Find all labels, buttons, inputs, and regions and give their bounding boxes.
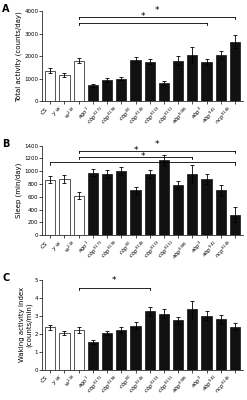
- Bar: [116, 171, 126, 235]
- Text: B: B: [2, 138, 10, 148]
- Bar: [202, 316, 212, 370]
- Bar: [202, 179, 212, 235]
- Bar: [130, 190, 141, 235]
- Bar: [59, 179, 70, 235]
- Bar: [145, 174, 155, 235]
- Bar: [45, 328, 55, 370]
- Bar: [88, 85, 98, 101]
- Bar: [130, 326, 141, 370]
- Bar: [216, 319, 226, 370]
- Bar: [159, 83, 169, 101]
- Bar: [173, 185, 183, 235]
- Bar: [74, 61, 84, 101]
- Text: *: *: [140, 12, 145, 21]
- Text: C: C: [2, 273, 10, 283]
- Text: A: A: [2, 4, 10, 14]
- Bar: [216, 190, 226, 235]
- Bar: [116, 330, 126, 370]
- Bar: [230, 42, 240, 101]
- Text: *: *: [133, 146, 138, 155]
- Bar: [102, 333, 112, 370]
- Y-axis label: Sleep (min/day): Sleep (min/day): [16, 163, 22, 218]
- Y-axis label: Total activity (counts/day): Total activity (counts/day): [16, 11, 22, 102]
- Bar: [173, 320, 183, 370]
- Bar: [88, 172, 98, 235]
- Bar: [116, 79, 126, 101]
- Bar: [88, 342, 98, 370]
- Bar: [45, 180, 55, 235]
- Bar: [59, 75, 70, 101]
- Bar: [187, 310, 198, 370]
- Bar: [173, 61, 183, 101]
- Bar: [59, 333, 70, 370]
- Bar: [102, 80, 112, 101]
- Bar: [187, 55, 198, 101]
- Bar: [145, 62, 155, 101]
- Text: *: *: [155, 6, 159, 15]
- Bar: [145, 311, 155, 370]
- Text: *: *: [112, 276, 117, 285]
- Bar: [202, 62, 212, 101]
- Bar: [187, 174, 198, 235]
- Bar: [74, 196, 84, 235]
- Bar: [74, 330, 84, 370]
- Bar: [102, 174, 112, 235]
- Bar: [45, 71, 55, 101]
- Text: *: *: [155, 140, 159, 149]
- Bar: [159, 314, 169, 370]
- Y-axis label: Waking activity index
(counts/min): Waking activity index (counts/min): [19, 287, 33, 362]
- Bar: [159, 160, 169, 235]
- Text: *: *: [140, 152, 145, 161]
- Bar: [130, 60, 141, 101]
- Bar: [230, 326, 240, 370]
- Bar: [230, 215, 240, 235]
- Bar: [216, 55, 226, 101]
